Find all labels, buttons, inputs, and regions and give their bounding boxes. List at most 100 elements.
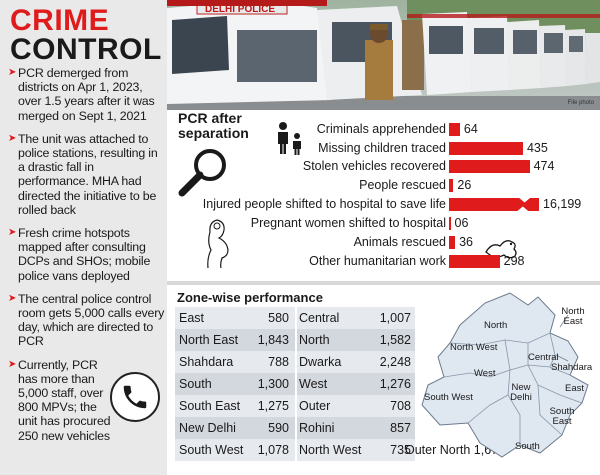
bar-label: Pregnant women shifted to hospital	[250, 216, 446, 230]
bar-label: Stolen vehicles recovered	[302, 159, 446, 173]
zone-name: New Delhi	[179, 421, 236, 435]
facts-panel: CRIME CONTROL ➤ PCR demerged from distri…	[0, 0, 167, 475]
fact-text: Currently, PCR has more than 5,000 staff…	[18, 357, 111, 443]
map-label-north-east: North East	[561, 306, 585, 327]
map-label-south-west: South West	[424, 392, 473, 403]
zone-value: 1,276	[379, 377, 411, 391]
phone-icon	[110, 372, 160, 422]
zone-row: South East 1,275 Outer 708	[175, 395, 415, 417]
zone-value: 1,843	[257, 333, 289, 347]
zone-row: South West 1,078 North West 735	[175, 439, 415, 461]
zone-column-divider	[295, 307, 297, 329]
pregnant-woman-icon	[203, 218, 233, 270]
fact-item: ➤ Currently, PCR has more than 5,000 sta…	[8, 358, 112, 443]
bar	[449, 236, 456, 249]
zone-name: North	[299, 333, 330, 347]
map-label-north-west: North West	[450, 342, 498, 353]
family-icon	[272, 120, 308, 156]
map-label-east: East	[565, 383, 585, 394]
zone-column-divider	[295, 329, 297, 351]
delhi-zone-map: North East North North West Central Shah…	[410, 285, 600, 467]
police-vehicles-photo: DELHI POLICE File photo	[167, 0, 600, 110]
zone-row: South 1,300 West 1,276	[175, 373, 415, 395]
vehicle-text: DELHI POLICE	[205, 4, 275, 15]
bar-value: 435	[526, 141, 548, 155]
zone-name: West	[299, 377, 328, 391]
photo-credit: File photo	[567, 100, 594, 106]
bar-label: Animals rescued	[353, 235, 446, 249]
zone-value: 1,007	[379, 311, 411, 325]
zone-row: North East 1,843 North 1,582	[175, 329, 415, 351]
zone-value: 735	[390, 443, 411, 457]
fact-text: Fresh crime hotspots mapped after consul…	[18, 226, 151, 283]
map-label-central: Central	[528, 352, 559, 363]
pcr-title-line2: separation	[178, 125, 249, 141]
zone-name: Dwarka	[299, 355, 342, 369]
map-label-shahdara: Shahdara	[551, 362, 593, 373]
title-line-control: CONTROL	[10, 33, 162, 66]
bar	[449, 255, 500, 268]
zone-value: 1,275	[257, 399, 289, 413]
zone-value: 1,582	[379, 333, 411, 347]
bar-label: Criminals apprehended	[316, 122, 446, 136]
zone-value: 857	[390, 421, 411, 435]
map-label-west: West	[474, 368, 496, 379]
page-title: CRIME CONTROL	[10, 4, 162, 66]
zone-value: 2,248	[379, 355, 411, 369]
fact-text: The central police control room gets 5,0…	[18, 291, 165, 349]
bar	[449, 142, 523, 155]
zone-name: South	[179, 377, 212, 391]
fact-text: PCR demerged from districts on Apr 1, 20…	[18, 66, 155, 123]
arrow-right-icon: ➤	[8, 227, 17, 239]
title-line-crime: CRIME	[10, 4, 110, 37]
zone-name: South West	[179, 443, 244, 457]
zone-column-divider	[295, 395, 297, 417]
zone-name: Outer	[299, 399, 331, 413]
bar-value: 474	[533, 159, 555, 173]
bar-value: 26	[457, 178, 472, 192]
zone-row: New Delhi 590 Rohini 857	[175, 417, 415, 439]
zone-column-divider	[295, 351, 297, 373]
bar-value: 298	[503, 254, 525, 268]
arrow-right-icon: ➤	[8, 132, 17, 144]
fact-item: ➤ Fresh crime hotspots mapped after cons…	[8, 226, 166, 283]
fact-item: ➤ The unit was attached to police statio…	[8, 132, 166, 217]
map-label-north: North	[484, 320, 508, 331]
zone-column-divider	[295, 417, 297, 439]
fact-item: ➤ PCR demerged from districts on Apr 1, …	[8, 66, 166, 123]
zone-value: 788	[268, 355, 289, 369]
zone-column-divider	[295, 373, 297, 395]
zone-name: Outer North	[405, 443, 471, 457]
bar-value: 06	[454, 216, 469, 230]
bar	[449, 123, 460, 136]
zone-name: East	[179, 311, 205, 325]
zone-name: North West	[299, 443, 362, 457]
zone-value: 590	[268, 421, 289, 435]
bar-value: 64	[463, 122, 478, 136]
magnifier-icon	[176, 146, 234, 198]
bar-value: 16,199	[543, 197, 582, 211]
facts-list: ➤ PCR demerged from districts on Apr 1, …	[8, 66, 166, 451]
zone-value: 708	[390, 399, 411, 413]
zone-name: South East	[179, 399, 241, 413]
arrow-right-icon: ➤	[8, 292, 17, 304]
section-divider	[167, 281, 600, 285]
zone-value: 1,078	[257, 443, 289, 457]
bar-value: 36	[459, 235, 474, 249]
dog-icon	[483, 232, 521, 260]
zone-name: Rohini	[299, 421, 335, 435]
zone-name: North East	[179, 333, 239, 347]
zone-name: Central	[299, 311, 340, 325]
map-label-south: South	[515, 441, 540, 452]
zone-row: East 580 Central 1,007	[175, 307, 415, 329]
pcr-bar-chart: Criminals apprehended 64 Missing children …	[167, 118, 600, 280]
bar-label: Other humanitarian work	[309, 254, 446, 268]
bar	[449, 160, 530, 173]
zone-value: 1,300	[257, 377, 289, 391]
zone-row: Shahdara 788 Dwarka 2,248	[175, 351, 415, 373]
bar-label: Injured people shifted to hospital to sa…	[202, 197, 446, 211]
zone-column-divider	[295, 439, 297, 461]
bar	[449, 198, 539, 211]
arrow-right-icon: ➤	[8, 358, 17, 370]
fact-text: The unit was attached to police stations…	[18, 131, 158, 217]
